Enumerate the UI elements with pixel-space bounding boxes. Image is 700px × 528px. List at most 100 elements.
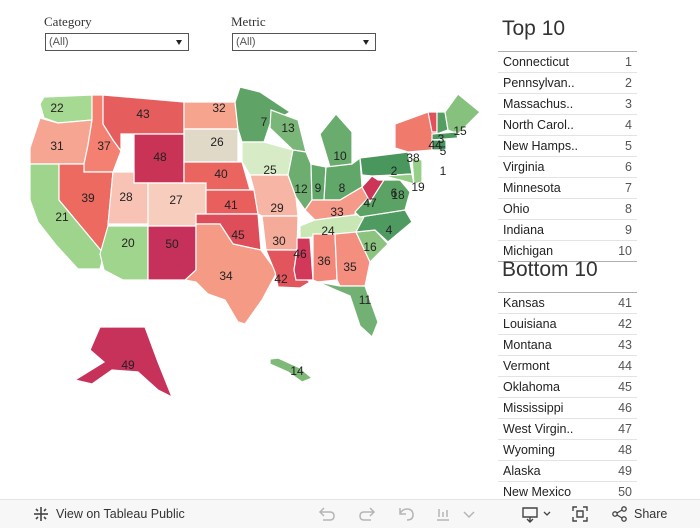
state-rank-label: 48 — [153, 150, 167, 164]
state-rank: 9 — [625, 223, 632, 237]
category-filter-dropdown[interactable]: (All) — [45, 33, 189, 51]
state-ak[interactable] — [73, 326, 174, 399]
state-rank-label: 40 — [214, 167, 228, 181]
download-button[interactable] — [521, 500, 552, 528]
top10-row[interactable]: Indiana 9 — [498, 219, 637, 240]
state-name: Vermont — [503, 359, 550, 373]
top10-row[interactable]: Ohio 8 — [498, 198, 637, 219]
top10-row[interactable]: Virginia 6 — [498, 156, 637, 177]
metric-filter-label: Metric — [231, 14, 266, 29]
state-rank-label: 18 — [391, 188, 405, 202]
state-rank-label: 4 — [386, 223, 393, 237]
state-rank: 2 — [625, 76, 632, 90]
state-rank-label: 19 — [411, 180, 425, 194]
state-nc[interactable] — [354, 209, 413, 243]
state-ma[interactable] — [431, 131, 459, 141]
state-az[interactable] — [99, 225, 149, 281]
state-rank-label: 11 — [359, 293, 372, 307]
state-tx[interactable] — [183, 223, 278, 325]
top10-row[interactable]: Minnesota 7 — [498, 177, 637, 198]
state-name: Alaska — [503, 464, 541, 478]
download-icon — [522, 507, 538, 523]
state-hi[interactable] — [269, 357, 314, 383]
bottom10-row[interactable]: Montana 43 — [498, 334, 637, 355]
bottom10-row[interactable]: Oklahoma 45 — [498, 376, 637, 397]
revert-button[interactable] — [398, 500, 416, 528]
state-rank-label: 31 — [50, 139, 64, 153]
state-al[interactable] — [312, 233, 338, 283]
state-me[interactable] — [444, 93, 481, 135]
top10-row[interactable]: New Hamps.. 5 — [498, 135, 637, 156]
bottom10-row[interactable]: Alaska 49 — [498, 460, 637, 481]
state-rank: 45 — [618, 380, 632, 394]
state-name: Connecticut — [503, 55, 570, 69]
state-rank: 5 — [625, 139, 632, 153]
redo-button[interactable] — [358, 500, 376, 528]
top10-row[interactable]: Pennsylvan.. 2 — [498, 72, 637, 93]
top10-row[interactable]: Michigan 10 — [498, 240, 637, 262]
state-rank-label: 30 — [272, 234, 286, 248]
state-pa[interactable] — [359, 151, 413, 177]
state-name: Michigan — [503, 244, 554, 258]
state-rank-label: 9 — [315, 181, 322, 195]
pause-icon — [437, 509, 449, 521]
metric-filter-dropdown[interactable]: (All) — [232, 33, 376, 51]
state-name: Louisiana — [503, 317, 557, 331]
state-md[interactable] — [383, 173, 415, 185]
undo-icon — [318, 507, 335, 521]
state-rank: 4 — [625, 118, 632, 132]
state-rank-label: 28 — [119, 190, 133, 204]
bottom10-row[interactable]: Kansas 41 — [498, 292, 637, 313]
state-rank: 7 — [625, 181, 632, 195]
state-wa[interactable] — [39, 94, 93, 124]
state-rank-label: 8 — [339, 181, 346, 195]
state-rank-label: 35 — [343, 260, 357, 274]
state-rank-label: 10 — [333, 149, 347, 163]
state-ct[interactable] — [431, 139, 447, 151]
state-rank-label: 38 — [406, 151, 420, 165]
state-rank: 3 — [625, 97, 632, 111]
fullscreen-icon — [572, 506, 588, 522]
state-rank-label: 7 — [261, 115, 268, 129]
bottom10-row[interactable]: West Virgin.. 47 — [498, 418, 637, 439]
top10-row[interactable]: Massachus.. 3 — [498, 93, 637, 114]
share-button[interactable]: Share — [611, 500, 667, 528]
state-rank: 42 — [618, 317, 632, 331]
bottom10-row[interactable]: Louisiana 42 — [498, 313, 637, 334]
state-fl[interactable] — [317, 281, 379, 339]
redo-icon — [359, 507, 376, 521]
fullscreen-button[interactable] — [571, 500, 589, 528]
state-nd[interactable] — [183, 101, 239, 130]
state-rank-label: 34 — [219, 269, 233, 283]
bottom10-row[interactable]: Wyoming 48 — [498, 439, 637, 460]
state-name: Massachus.. — [503, 97, 574, 111]
state-name: Virginia — [503, 160, 545, 174]
state-rank-label: 26 — [210, 135, 224, 149]
bottom10-row[interactable]: Mississippi 46 — [498, 397, 637, 418]
state-nj[interactable] — [411, 157, 423, 185]
state-rank-label: 49 — [121, 358, 135, 372]
state-rank: 47 — [618, 422, 632, 436]
bottom10-row[interactable]: Vermont 44 — [498, 355, 637, 376]
bottom10-list: Kansas 41 Louisiana 42 Montana 43 Vermont 44 Okl… — [498, 292, 637, 503]
refresh-button[interactable] — [460, 500, 478, 528]
view-on-tableau-public-link[interactable]: View on Tableau Public — [32, 500, 185, 528]
state-nm[interactable] — [147, 225, 197, 281]
state-rank-label: 12 — [294, 182, 308, 196]
top10-row[interactable]: North Carol.. 4 — [498, 114, 637, 135]
state-name: Indiana — [503, 223, 545, 237]
state-rank-label: 20 — [121, 236, 135, 250]
state-rank-label: 2 — [391, 164, 398, 178]
state-mi[interactable] — [319, 113, 353, 168]
undo-button[interactable] — [318, 500, 336, 528]
revert-icon — [399, 508, 414, 521]
state-name: Pennsylvan.. — [503, 76, 575, 90]
chevron-down-icon — [463, 511, 475, 519]
top10-list: Connecticut 1 Pennsylvan.. 2 Massachus.. 3 Nor… — [498, 51, 637, 262]
view-on-tableau-public-label: View on Tableau Public — [56, 507, 185, 521]
state-rank: 48 — [618, 443, 632, 457]
pause-button[interactable] — [434, 500, 452, 528]
state-ms[interactable] — [293, 237, 314, 281]
top10-row[interactable]: Connecticut 1 — [498, 51, 637, 72]
state-rank-label: 14 — [290, 364, 304, 378]
